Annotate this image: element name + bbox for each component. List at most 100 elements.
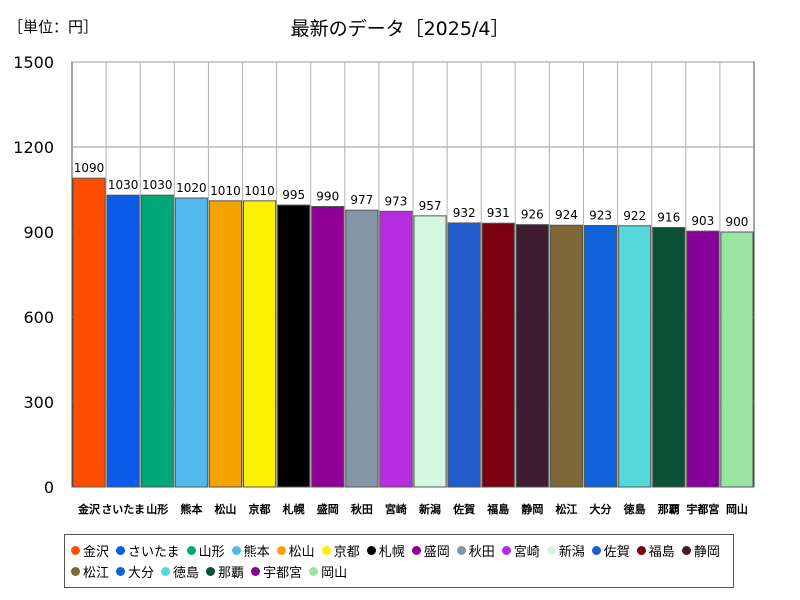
legend-label: 金沢 [83, 545, 110, 560]
bar [549, 224, 584, 488]
legend-label: 福島 [648, 545, 675, 560]
value-label: 1020 [176, 181, 207, 195]
x-tick-label: 那覇 [658, 503, 680, 516]
legend-marker-icon [309, 567, 319, 576]
chart-title: 最新のデータ［2025/4］ [290, 18, 510, 40]
legend-marker-icon [366, 546, 376, 555]
legend-label: 盛岡 [423, 545, 450, 560]
bar [584, 224, 618, 488]
legend-marker-icon [186, 546, 196, 555]
legend-item: 静岡 [681, 540, 720, 561]
legend-label: 新潟 [558, 545, 585, 560]
legend-item: 京都 [321, 540, 360, 561]
legend-item: 新潟 [546, 540, 585, 561]
bar [652, 226, 686, 488]
x-tick-label: さいたま [101, 503, 145, 516]
x-tick-label: 宮崎 [385, 502, 407, 516]
legend-marker-icon [71, 546, 80, 555]
legend-marker-icon [251, 567, 261, 576]
legend-marker-icon [206, 567, 216, 576]
value-label: 923 [589, 208, 612, 222]
legend-marker-icon [116, 546, 126, 555]
bar [618, 225, 652, 488]
value-label: 900 [725, 215, 748, 229]
unit-label: ［単位：円］ [8, 18, 99, 36]
value-label: 957 [419, 199, 442, 213]
legend-item: 金沢 [71, 540, 109, 561]
value-label: 1010 [244, 184, 275, 198]
x-tick-label: 山形 [146, 502, 168, 516]
value-label: 990 [316, 190, 339, 204]
legend-label: 松山 [288, 545, 315, 560]
legend-item: 熊本 [231, 540, 270, 561]
x-tick-label: 宇都宮 [686, 502, 719, 516]
legend-item: 徳島 [161, 561, 199, 582]
legend-marker-icon [501, 546, 511, 555]
x-tick-label: 松山 [214, 502, 236, 516]
legend-marker-icon [456, 546, 466, 555]
legend-item: 宮崎 [501, 540, 540, 561]
legend-label: 大分 [128, 566, 155, 581]
legend-item: 盛岡 [411, 540, 450, 561]
legend-label: さいたま [128, 545, 180, 560]
x-tick-label: 熊本 [180, 502, 202, 516]
value-label: 931 [487, 206, 510, 220]
y-tick-label: 900 [23, 223, 54, 242]
legend-label: 佐賀 [603, 545, 630, 560]
y-tick-label: 0 [44, 478, 54, 497]
y-tick-label: 1200 [13, 138, 54, 157]
value-label: 1030 [142, 178, 173, 192]
legend-item: 大分 [116, 561, 154, 582]
legend-marker-icon [71, 567, 80, 576]
bar [174, 197, 208, 488]
legend-marker-icon [231, 546, 241, 555]
value-label: 973 [384, 194, 407, 208]
bar [243, 200, 277, 488]
legend-marker-icon [161, 567, 171, 576]
legend-marker-icon [636, 546, 646, 555]
bar [447, 222, 481, 488]
y-tick-label: 600 [23, 308, 54, 327]
legend-item: 秋田 [456, 540, 495, 561]
value-label: 1010 [210, 184, 241, 198]
legend-label: 静岡 [693, 545, 720, 560]
bar [413, 215, 447, 488]
x-tick-label: 札幌 [282, 502, 305, 516]
legend-item: 松山 [276, 540, 315, 561]
bar [311, 206, 345, 488]
legend-item: 宇都宮 [251, 561, 302, 582]
x-tick-label: 岡山 [726, 502, 748, 516]
legend-marker-icon [411, 546, 421, 555]
x-tick-label: 京都 [249, 502, 271, 516]
value-label: 916 [657, 210, 680, 224]
legend-item: 福島 [636, 540, 675, 561]
bar [379, 210, 413, 488]
legend-label: 秋田 [468, 545, 495, 560]
bar [481, 222, 515, 488]
legend-marker-icon [276, 546, 286, 555]
x-axis-labels: 金沢 さいたま 山形 熊本 松山 京都 札幌 盛岡 秋田 宮崎 新潟 佐賀 福島 静岡 松江 大分 徳島 那覇 宇都… [77, 502, 748, 516]
legend-label: 山形 [198, 545, 225, 560]
x-tick-label: 秋田 [351, 502, 373, 516]
legend-item: 札幌 [366, 540, 405, 561]
value-label: 932 [453, 206, 476, 220]
legend-label: 徳島 [173, 566, 200, 581]
legend-item: 山形 [186, 540, 225, 561]
bar [515, 224, 549, 488]
x-tick-label: 福島 [486, 502, 509, 516]
bar [720, 231, 754, 488]
x-tick-label: 松江 [555, 502, 577, 516]
y-tick-label: 1500 [13, 53, 54, 72]
legend-label: 宇都宮 [263, 566, 303, 581]
bar [345, 209, 379, 488]
bar [72, 177, 106, 488]
legend-item: 岡山 [309, 561, 347, 582]
value-label: 1030 [108, 178, 139, 192]
legend-label: 松江 [83, 566, 110, 581]
bar [277, 204, 311, 488]
bar [686, 230, 720, 488]
legend-label: 京都 [333, 545, 360, 560]
value-label: 995 [282, 188, 305, 202]
